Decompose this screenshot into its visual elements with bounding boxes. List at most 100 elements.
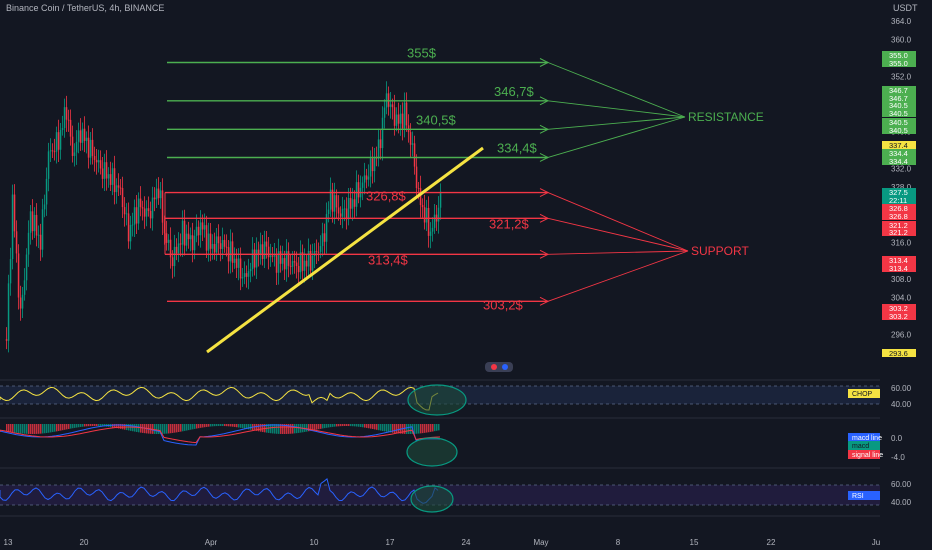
candle-body [91, 139, 94, 157]
macd-histogram-bar [66, 424, 68, 430]
macd-histogram-bar [388, 424, 390, 433]
macd-histogram-bar [248, 424, 250, 430]
candle-body [205, 225, 208, 251]
chop-line [0, 386, 439, 411]
macd-histogram-bar [338, 424, 340, 427]
candle-body [353, 199, 356, 207]
candle-body [207, 233, 210, 251]
candle-body [101, 168, 104, 179]
macd-histogram-bar [272, 424, 274, 434]
macd-histogram-bar [26, 424, 28, 434]
candle-body [79, 130, 82, 143]
candle-body [171, 257, 174, 267]
macd-histogram-bar [208, 424, 210, 427]
price-tag [882, 86, 916, 94]
indicator-tick: 40.00 [891, 400, 912, 409]
signal-line-tag [848, 450, 880, 459]
macd-histogram-bar [418, 424, 420, 434]
candle-body [169, 239, 172, 258]
price-tick: 360.0 [891, 35, 912, 44]
macd-histogram-bar [62, 424, 64, 431]
macd-histogram-bar [226, 424, 228, 427]
candle-body [323, 233, 326, 242]
macd-histogram-bar [40, 424, 42, 434]
chop-tag-label: CHOP [852, 391, 873, 398]
candle-body [153, 197, 156, 200]
resistance-price-label: 334,4$ [497, 140, 538, 155]
macd-histogram-bar [304, 424, 306, 432]
candle-body [63, 107, 66, 128]
price-tag-label: 346.7 [889, 86, 908, 95]
candle-body [157, 188, 160, 199]
candle-body [401, 113, 404, 129]
macd-histogram-bar [74, 424, 76, 428]
candle-body [263, 241, 266, 260]
macd-histogram-bar [36, 424, 38, 434]
macd-histogram-bar [426, 424, 428, 433]
candle-body [371, 158, 374, 172]
macd-histogram-bar [284, 424, 286, 434]
price-tag [882, 126, 916, 134]
macd-histogram-bar [22, 424, 24, 434]
macd-histogram-bar [170, 424, 172, 434]
candle-body [301, 252, 304, 271]
macd-histogram-bar [14, 424, 16, 433]
macd-histogram-bar [160, 424, 162, 434]
macd-histogram-bar [386, 424, 388, 432]
macd-histogram-bar [416, 424, 418, 434]
candle-body [29, 211, 32, 233]
candle-body [95, 159, 98, 163]
macd-histogram-bar [378, 424, 380, 431]
time-axis[interactable]: 13 20 Apr 10 17 24 May 8 15 22 Ju [4, 538, 881, 547]
macd-histogram-bar [380, 424, 382, 431]
candle-body [137, 198, 140, 224]
candle-body [35, 214, 38, 236]
price-tag [882, 94, 916, 102]
price-tag [882, 149, 916, 157]
candle-body [85, 137, 88, 141]
candle-body [291, 261, 294, 267]
price-tag-label: 340.5 [889, 109, 908, 118]
macd-histogram-bar [38, 424, 40, 434]
price-tick: 296.0 [891, 331, 912, 340]
macd-histogram-bar [154, 424, 156, 434]
candle-body [215, 236, 218, 253]
macd-histogram-bar [56, 424, 58, 432]
macd-line [0, 424, 441, 446]
price-tag-label: 340.5 [889, 101, 908, 110]
candle-body [189, 235, 192, 240]
candle-body [219, 243, 222, 249]
price-tag [882, 349, 916, 357]
macd-histogram-bar [138, 424, 140, 433]
macd-histogram-bar [228, 424, 230, 427]
candle-body [341, 208, 344, 217]
price-tick: 304.0 [891, 294, 912, 303]
macd-histogram-bar [34, 424, 36, 434]
time-label: 15 [690, 538, 699, 547]
candle-body [297, 266, 300, 273]
macd-histogram-bar [32, 424, 34, 434]
macd-histogram-bar [296, 424, 298, 434]
candle-body [355, 182, 358, 207]
candle-body [107, 174, 110, 179]
macd-line-tag [848, 433, 880, 442]
candle-body [393, 107, 396, 126]
macd-histogram-bar [156, 424, 158, 434]
macd-histogram-bar [310, 424, 312, 431]
candle-body [433, 214, 436, 228]
rsi-line [0, 478, 439, 504]
price-tag-label: 321.2 [889, 221, 908, 230]
macd-histogram-bar [422, 424, 424, 434]
candle-body [277, 251, 280, 273]
price-axis[interactable]: 364.0360.0356.0352.0348.0344.0340.0336.0… [882, 17, 916, 358]
price-tag [882, 304, 916, 312]
candle-body [287, 251, 290, 266]
macd-histogram-bar [224, 424, 226, 427]
macd-histogram-bar [220, 424, 222, 427]
price-tag [882, 188, 916, 196]
macd-histogram-bar [178, 424, 180, 433]
macd-histogram-bar [366, 424, 368, 428]
macd-histogram-bar [428, 424, 430, 433]
price-tick: 308.0 [891, 275, 912, 284]
